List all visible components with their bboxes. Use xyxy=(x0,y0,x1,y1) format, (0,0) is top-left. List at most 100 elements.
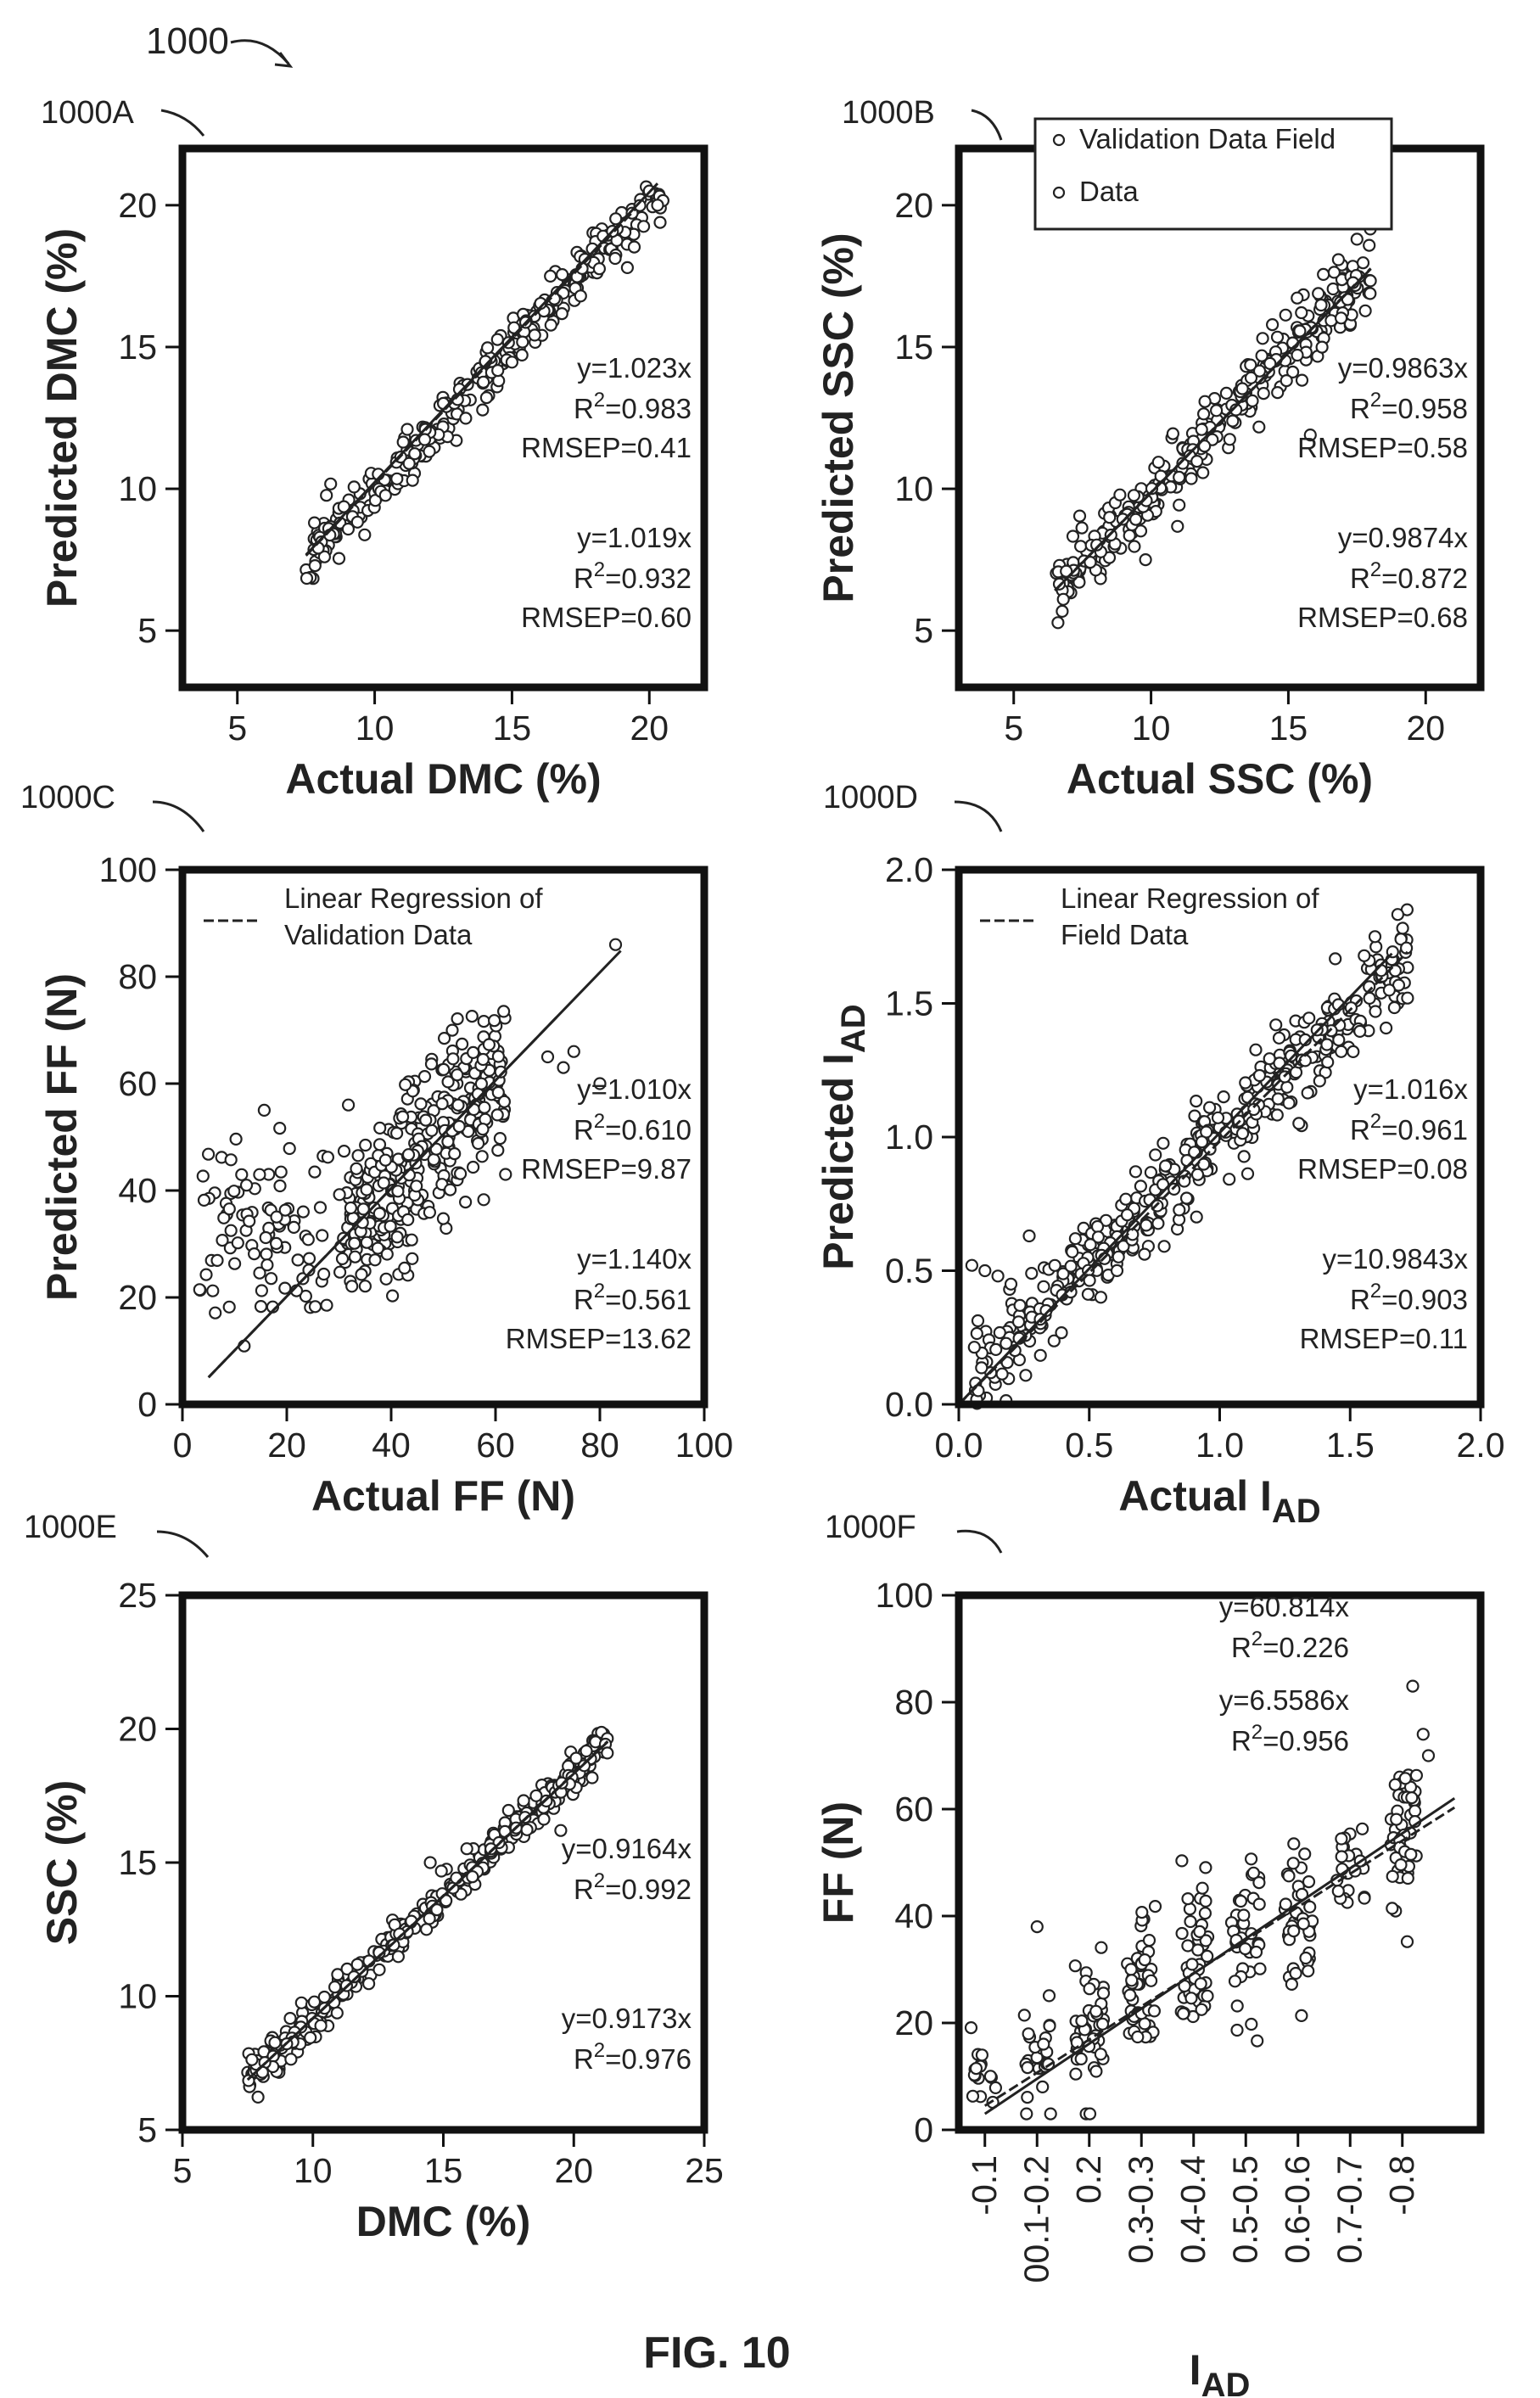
stat-rmsep: RMSEP=0.60 xyxy=(521,602,692,633)
data-point xyxy=(360,1183,373,1196)
data-point xyxy=(372,1207,386,1220)
legend-entry: Linear Regression of xyxy=(284,882,543,914)
data-point xyxy=(317,1267,331,1281)
x-tick-label: 10 xyxy=(356,709,395,748)
stat-r-squared-value: =0.961 xyxy=(1381,1114,1468,1146)
data-point xyxy=(1084,555,1097,569)
y-tick-label: 80 xyxy=(118,957,157,996)
data-point xyxy=(1368,930,1382,944)
data-point xyxy=(402,457,416,470)
data-point xyxy=(1302,1964,1315,1978)
data-point xyxy=(1256,332,1269,345)
data-point xyxy=(441,1075,455,1089)
y-tick-label: 20 xyxy=(118,1278,157,1317)
data-point xyxy=(1386,1869,1399,1883)
data-point xyxy=(1237,1908,1251,1922)
data-point xyxy=(1149,1148,1162,1162)
data-point xyxy=(284,2053,298,2066)
data-point xyxy=(348,1236,361,1250)
data-point xyxy=(302,1263,316,1277)
figure-caption: FIG. 10 xyxy=(643,2328,790,2378)
data-point xyxy=(1148,1900,1162,1913)
fit-line-2 xyxy=(246,1740,609,2081)
data-point xyxy=(451,1068,464,1082)
data-point xyxy=(966,2089,980,2103)
stat-r-squared: R2=0.610 xyxy=(574,1110,692,1146)
data-point xyxy=(406,1252,419,1265)
data-point xyxy=(1056,592,1070,606)
data-point xyxy=(235,1168,249,1181)
data-point xyxy=(1138,1247,1151,1261)
data-point xyxy=(231,1236,244,1250)
data-point xyxy=(1043,2020,1056,2033)
data-point xyxy=(1302,1875,1316,1889)
data-point xyxy=(390,1126,404,1140)
y-tick-label: 60 xyxy=(894,1790,933,1829)
data-point xyxy=(1142,1934,1156,1947)
y-tick-label: 1.5 xyxy=(885,984,933,1023)
x-tick-label: 00.1-0.2 xyxy=(1016,2155,1056,2283)
x-tick-label: 60 xyxy=(476,1426,515,1465)
data-point xyxy=(515,348,529,361)
data-point xyxy=(1066,529,1080,543)
data-point xyxy=(1387,1000,1402,1015)
data-point xyxy=(1072,509,1087,523)
data-point xyxy=(1355,1822,1369,1835)
scatter-points xyxy=(193,938,623,1353)
data-point xyxy=(1302,1011,1316,1025)
data-point xyxy=(1405,1791,1419,1805)
x-tick-label: 5 xyxy=(173,2151,193,2190)
data-point xyxy=(1321,1056,1335,1069)
data-point xyxy=(193,1283,206,1297)
data-point xyxy=(199,1268,213,1281)
legend-marker xyxy=(1052,133,1066,147)
data-point xyxy=(1190,1168,1205,1181)
y-tick-label: 20 xyxy=(118,1710,157,1749)
x-tick-label: 0.7-0.7 xyxy=(1330,2155,1369,2264)
data-point xyxy=(1144,1974,1158,1987)
stat-equation: y=0.9874x xyxy=(1338,522,1469,553)
data-point xyxy=(417,1069,432,1084)
data-point xyxy=(1022,1229,1036,1243)
data-point xyxy=(1279,1897,1292,1911)
fit-line-2 xyxy=(957,950,1408,1406)
y-tick-label: 2.0 xyxy=(885,850,933,889)
data-point xyxy=(1185,1958,1199,1971)
x-tick-label: 5 xyxy=(227,709,247,748)
data-point xyxy=(273,1179,287,1193)
data-point xyxy=(1123,1988,1137,2002)
data-point xyxy=(491,1085,505,1100)
data-point xyxy=(283,2012,297,2025)
data-point xyxy=(406,473,419,487)
panel-id-label: 1000C xyxy=(20,780,115,815)
data-point xyxy=(1364,274,1377,288)
data-point xyxy=(1334,311,1348,325)
data-point xyxy=(209,1306,222,1319)
data-point xyxy=(1287,1837,1301,1851)
stats-block-2: y=1.140x R2=0.561 RMSEP=13.62 xyxy=(506,1243,692,1354)
data-point xyxy=(302,1252,316,1265)
data-point xyxy=(1235,1127,1250,1140)
data-point xyxy=(1124,1963,1138,1976)
stat-rmsep: RMSEP=9.87 xyxy=(521,1153,692,1185)
legend-entry: Data xyxy=(1079,176,1139,207)
data-point xyxy=(608,938,623,951)
data-point xyxy=(1296,1917,1310,1930)
y-tick-label: 20 xyxy=(118,186,157,225)
data-point xyxy=(1025,1266,1039,1280)
data-point xyxy=(1094,2048,1107,2061)
data-point xyxy=(1400,1935,1414,1948)
data-point xyxy=(499,1168,512,1181)
data-point xyxy=(1280,374,1293,388)
data-point xyxy=(636,220,651,233)
data-point xyxy=(255,1284,268,1297)
stat-r-squared-value: =0.903 xyxy=(1381,1284,1468,1315)
data-point xyxy=(1331,1885,1345,1898)
data-point xyxy=(1060,564,1073,578)
data-point xyxy=(1252,420,1266,434)
data-point xyxy=(1069,2067,1083,2081)
data-point xyxy=(1198,395,1212,408)
data-point xyxy=(239,1179,254,1192)
y-tick-label: 40 xyxy=(894,1897,933,1936)
data-point xyxy=(1131,2030,1145,2044)
